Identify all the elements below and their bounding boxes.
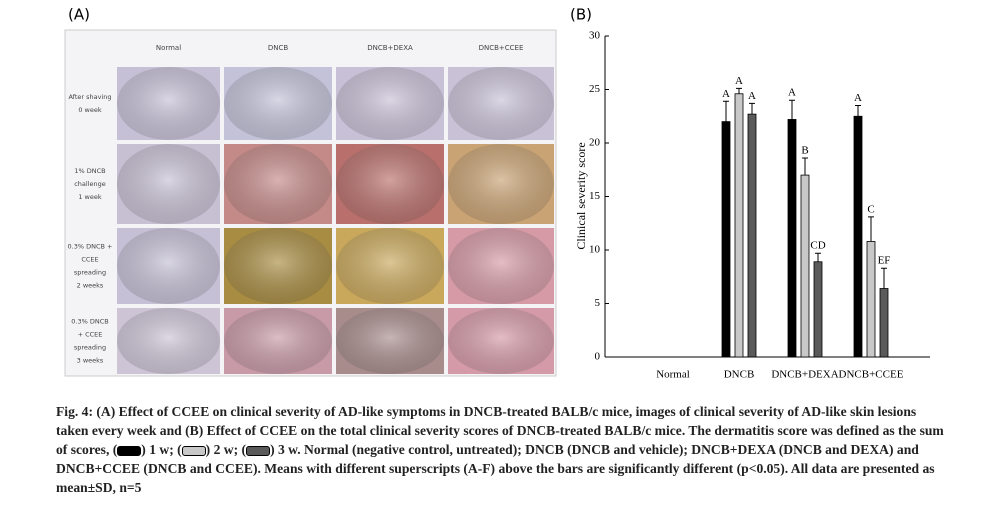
y-tick-label: 20: [589, 137, 601, 149]
error-bar: [815, 252, 821, 262]
significance-letter: A: [735, 75, 743, 87]
skin-photo-shade: [224, 144, 332, 224]
row-label: 3 weeks: [77, 357, 104, 365]
significance-letter: CD: [810, 240, 825, 252]
significance-letter: A: [854, 92, 862, 104]
y-tick-label: 10: [589, 244, 601, 256]
skin-photo-shade: [448, 67, 554, 140]
column-header: Normal: [156, 44, 181, 52]
skin-photo-shade: [224, 308, 332, 374]
skin-photo-shade: [117, 67, 220, 140]
skin-photo-shade: [448, 144, 554, 224]
skin-photo-shade: [336, 67, 444, 140]
row-label: 0 week: [78, 106, 102, 114]
y-tick-label: 0: [595, 351, 601, 363]
error-bar: [789, 99, 795, 120]
skin-photo-shade: [448, 308, 554, 374]
row-label: spreading: [74, 344, 106, 352]
row-label: + CCEE: [78, 331, 103, 339]
significance-letter: EF: [878, 255, 891, 267]
row-label: spreading: [74, 269, 106, 277]
error-bar: [881, 267, 887, 289]
bar: [879, 288, 889, 358]
bar: [800, 174, 810, 358]
skin-photo-shade: [224, 67, 332, 140]
skin-photo-shade: [224, 228, 332, 304]
significance-letter: C: [867, 203, 874, 215]
bar: [866, 241, 876, 358]
legend-swatch: [117, 445, 142, 456]
significance-letter: A: [722, 88, 730, 100]
skin-photo-shade: [336, 144, 444, 224]
error-bar: [736, 87, 742, 94]
error-bar: [802, 157, 808, 176]
bar: [853, 115, 863, 358]
x-tick-label: Normal: [656, 369, 690, 381]
y-tick-label: 5: [595, 297, 601, 309]
skin-photo-shade: [448, 228, 554, 304]
bar: [721, 121, 731, 358]
y-tick-label: 30: [589, 30, 601, 42]
bar: [747, 113, 757, 358]
row-label: challenge: [74, 180, 106, 188]
photo-grid: Normal DNCB DNCB+DEXA DNCB+CCEE After shavin…: [64, 29, 557, 377]
y-tick-label: 25: [589, 83, 601, 95]
row-label: 0.3% DNCB: [71, 318, 108, 326]
significance-letter: A: [748, 90, 756, 102]
skin-photo-shade: [117, 228, 220, 304]
error-bar: [723, 100, 729, 122]
y-axis-label: Clinical severity score: [574, 142, 588, 249]
panel-label: (A): [68, 6, 90, 24]
bar: [813, 261, 823, 358]
caption-text: ) 1 w; (: [141, 442, 182, 457]
x-tick-label: DNCB+DEXA: [771, 369, 838, 381]
row-label: After shaving: [68, 93, 111, 101]
significance-letter: B: [801, 145, 808, 157]
skin-photo-shade: [336, 308, 444, 374]
bar: [734, 93, 744, 358]
y-tick-label: 15: [589, 190, 601, 202]
bar: [787, 119, 797, 358]
error-bar: [855, 105, 861, 117]
row-label: CCEE: [81, 256, 98, 264]
skin-photo-shade: [336, 228, 444, 304]
x-tick-label: DNCB: [724, 369, 755, 381]
x-tick-label: DNCB+CCEE: [839, 369, 904, 381]
row-label: 0.3% DNCB +: [68, 243, 113, 251]
column-header: DNCB+CCEE: [479, 44, 524, 52]
caption-text: Fig. 4: (A) Effect of CCEE on clinical s…: [56, 404, 944, 457]
column-header: DNCB+DEXA: [367, 44, 413, 52]
legend-swatch: [246, 445, 271, 456]
row-label: 1% DNCB: [74, 167, 105, 175]
error-bar: [868, 216, 874, 242]
caption-text: ) 2 w; (: [205, 442, 247, 457]
row-label: 2 weeks: [77, 282, 104, 290]
row-label: 1 week: [78, 193, 102, 201]
error-bar: [749, 102, 755, 115]
panel-label: (B): [570, 6, 592, 24]
column-header: DNCB: [268, 44, 289, 52]
significance-letter: A: [788, 87, 796, 99]
skin-photo-shade: [117, 308, 220, 374]
caption-text: ) 3 w. Normal (negative control, untreat…: [56, 442, 935, 495]
caption: Fig. 4: (A) Effect of CCEE on clinical s…: [56, 402, 946, 497]
skin-photo-shade: [117, 144, 220, 224]
legend-swatch: [181, 445, 206, 456]
